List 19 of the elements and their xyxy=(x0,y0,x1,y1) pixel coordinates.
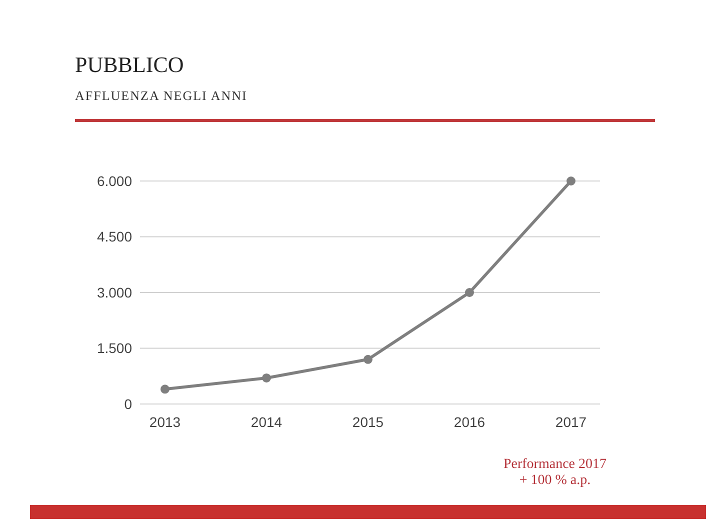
x-tick-label: 2016 xyxy=(454,414,486,430)
point xyxy=(160,384,170,394)
point xyxy=(364,354,372,364)
y-tick-label: 0 xyxy=(124,396,132,412)
chart-title: PUBBLICO xyxy=(75,52,184,77)
y-tick-label: 4.500 xyxy=(96,228,132,245)
y-tick-label: 6.000 xyxy=(96,172,132,189)
text: Performance 2017 xyxy=(503,457,607,472)
x-tick-label: 2014 xyxy=(250,414,282,430)
x-tick-label: 2017 xyxy=(555,414,587,430)
chart-subtitle: AFFLUENZA NEGLI ANNI xyxy=(75,88,248,103)
text: + 100 % a.p. xyxy=(519,473,591,488)
point xyxy=(465,288,474,297)
y-tick-label: 1.500 xyxy=(96,340,132,356)
point xyxy=(566,176,576,186)
point xyxy=(262,373,271,382)
x-tick-label: 2015 xyxy=(352,414,384,430)
y-tick-label: 3.000 xyxy=(96,284,132,300)
x-tick-label: 2013 xyxy=(149,414,181,430)
